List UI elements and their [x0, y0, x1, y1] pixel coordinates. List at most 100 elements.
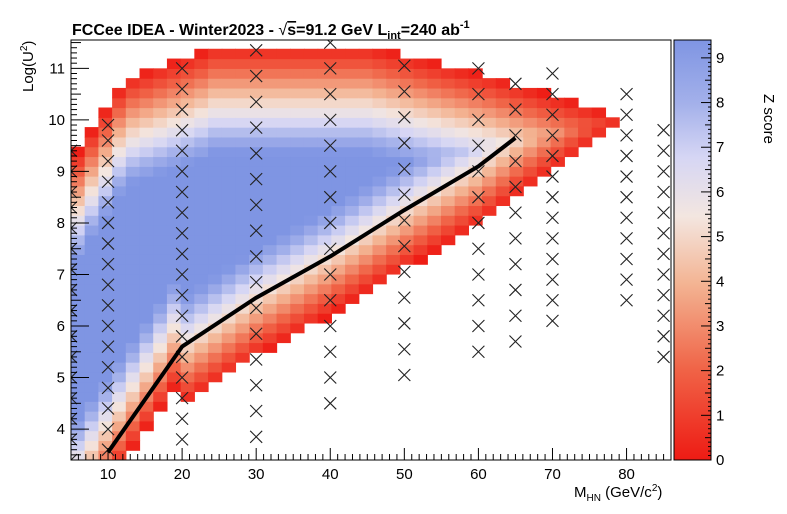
heatmap-cell [208, 176, 223, 187]
heatmap-cell [98, 176, 113, 187]
heatmap-cell [523, 117, 538, 128]
heatmap-cell [276, 273, 291, 285]
heatmap-cell [235, 195, 250, 207]
scan-point-marker [323, 40, 337, 49]
heatmap-cell [112, 97, 127, 109]
heatmap-cell [591, 107, 607, 118]
x-tick-label: 70 [544, 466, 561, 483]
heatmap-cell [166, 322, 182, 334]
heatmap-cell [372, 176, 387, 187]
heatmap-cell [235, 205, 250, 216]
heatmap-cell [208, 244, 223, 255]
heatmap-cell [180, 166, 195, 177]
heatmap-cell [509, 87, 524, 99]
heatmap-cell [208, 283, 223, 295]
scan-point-marker [249, 353, 263, 366]
heatmap-cell [84, 303, 99, 314]
heatmap-cell [71, 293, 86, 304]
heatmap-cell [125, 362, 141, 373]
heatmap-cell [221, 146, 237, 158]
heatmap-cell [276, 205, 291, 216]
heatmap-cell [112, 117, 127, 128]
heatmap-cell [290, 68, 305, 79]
heatmap-cell [249, 283, 264, 295]
scan-point-marker [397, 239, 411, 253]
heatmap-cell [509, 136, 524, 148]
heatmap-cell [454, 215, 469, 226]
heatmap-cell [194, 68, 209, 79]
heatmap-cell [166, 185, 182, 197]
heatmap-cell [345, 107, 360, 118]
heatmap-cell [303, 78, 319, 89]
heatmap-cell [194, 195, 209, 207]
heatmap-cell [372, 107, 387, 118]
heatmap-cell [221, 107, 237, 118]
heatmap-cell [536, 146, 552, 158]
heatmap-cell [235, 48, 250, 60]
heatmap-cell [441, 87, 456, 99]
heatmap-cell [221, 322, 237, 334]
heatmap-cell [98, 244, 113, 255]
scan-point-marker [620, 87, 633, 101]
heatmap-cell [276, 303, 291, 314]
heatmap-cell [235, 107, 250, 118]
heatmap-cell [454, 117, 469, 128]
heatmap-cell [84, 391, 99, 402]
heatmap-cell [221, 176, 237, 187]
heatmap-cell [249, 107, 264, 118]
heatmap-cell [112, 166, 127, 177]
scan-point-marker [657, 288, 670, 302]
heatmap-cell [427, 78, 442, 89]
heatmap-cell [345, 146, 360, 158]
heatmap-cell [468, 176, 483, 187]
heatmap-cell [249, 68, 264, 79]
scan-point-marker [509, 309, 522, 323]
heatmap-cell [153, 68, 168, 79]
heatmap-cell [303, 234, 319, 246]
heatmap-cell [235, 68, 250, 79]
heatmap-cell [112, 381, 127, 393]
heatmap-cell [125, 127, 141, 138]
heatmap-cell [98, 264, 113, 275]
scan-point-marker [71, 412, 78, 426]
heatmap-cell [180, 313, 195, 324]
scan-point-marker [71, 262, 78, 276]
x-tick-label: 60 [470, 466, 487, 483]
scan-point-marker [657, 309, 670, 323]
heatmap-cell [276, 166, 291, 177]
heatmap-cell [235, 342, 250, 353]
scan-point-marker [71, 453, 78, 460]
heatmap-cell [125, 313, 141, 324]
heatmap-cell [84, 254, 99, 265]
heatmap-cell [221, 342, 237, 353]
heatmap-cell [71, 381, 86, 393]
scan-point-marker [323, 319, 337, 333]
heatmap-cell [262, 234, 278, 246]
heatmap-cell [153, 146, 168, 158]
heatmap-cell [249, 254, 264, 265]
heatmap-cell [317, 215, 332, 226]
heatmap-cell [413, 127, 428, 138]
heatmap-cell [536, 156, 552, 167]
heatmap-cell [550, 146, 565, 158]
heatmap-cell [139, 411, 154, 422]
heatmap-cell [166, 156, 182, 167]
scan-point-marker [249, 224, 263, 238]
scan-point-marker [397, 265, 411, 279]
heatmap-cell [208, 215, 223, 226]
heatmap-cell [125, 371, 141, 383]
scan-point-marker [101, 195, 115, 209]
heatmap-cell [84, 205, 99, 216]
heatmap-cell [413, 117, 428, 128]
heatmap-cell [180, 381, 195, 393]
heatmap-cell [413, 97, 428, 109]
heatmap-cell [125, 87, 141, 99]
scan-point-marker [397, 110, 411, 124]
heatmap-cell [303, 205, 319, 216]
heatmap-cell [399, 156, 415, 167]
heatmap-cell [235, 185, 250, 197]
heatmap-cell [71, 234, 86, 246]
heatmap-cell [290, 254, 305, 265]
heatmap-cell [276, 136, 291, 148]
heatmap-cell [358, 264, 374, 275]
